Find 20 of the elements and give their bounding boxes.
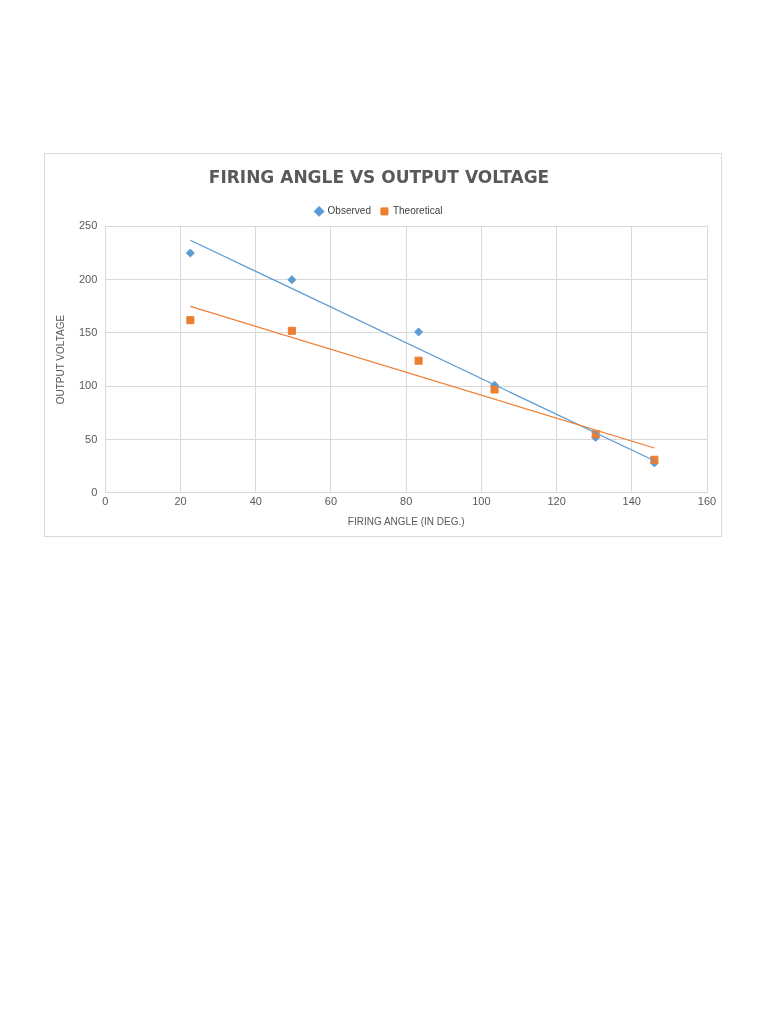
y-tick-label: 150 xyxy=(78,325,98,338)
y-tick-label: 100 xyxy=(78,379,98,392)
legend-label: Observed xyxy=(327,205,371,217)
legend-label: Theoretical xyxy=(392,205,443,217)
y-tick-label: 250 xyxy=(78,219,98,232)
x-tick-label: 40 xyxy=(249,495,262,508)
chart-title: FIRING ANGLE VS OUTPUT VOLTAGE xyxy=(208,166,550,187)
x-tick-label: 20 xyxy=(174,495,187,508)
x-axis-title: FIRING ANGLE (IN DEG.) xyxy=(347,515,465,527)
x-tick-label: 60 xyxy=(324,495,338,508)
y-tick-label: 200 xyxy=(78,272,98,285)
x-tick-label: 0 xyxy=(102,495,109,508)
x-tick-label: 120 xyxy=(547,495,566,508)
x-tick-label: 100 xyxy=(472,495,491,508)
y-axis-title: OUTPUT VOLTAGE xyxy=(54,314,66,405)
y-tick-label: 50 xyxy=(85,432,98,445)
y-tick-label: 0 xyxy=(91,485,98,498)
x-tick-label: 80 xyxy=(400,495,413,508)
x-tick-label: 160 xyxy=(697,495,717,508)
x-tick-label: 140 xyxy=(622,495,641,508)
